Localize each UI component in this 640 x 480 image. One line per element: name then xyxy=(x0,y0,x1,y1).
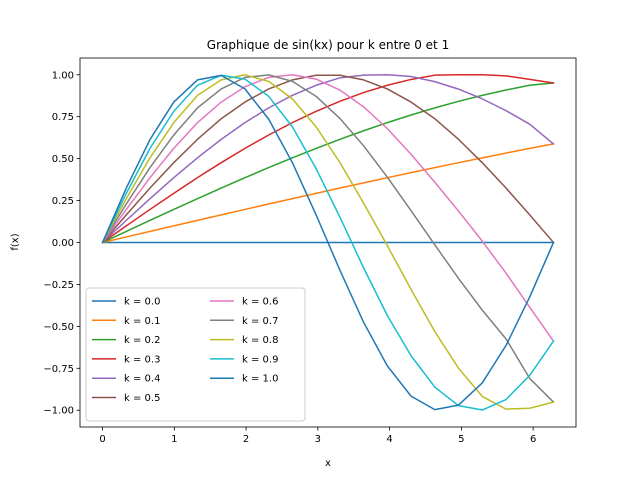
x-tick-label: 2 xyxy=(243,434,249,445)
series-line-7 xyxy=(101,74,555,404)
series-line-6 xyxy=(101,74,555,343)
y-tick-label: −0.75 xyxy=(43,364,74,375)
series-line-4 xyxy=(101,74,555,244)
legend-entry-8: k = 0.8 xyxy=(242,335,278,346)
x-axis-label: x xyxy=(325,458,331,469)
y-tick-label: 0.50 xyxy=(52,154,74,165)
x-tick-label: 0 xyxy=(99,434,105,445)
legend-entry-3: k = 0.3 xyxy=(124,354,160,365)
y-tick-label: 0.75 xyxy=(52,112,74,123)
x-tick-label: 6 xyxy=(530,434,536,445)
y-tick-label: 0.00 xyxy=(52,238,74,249)
series-line-10 xyxy=(101,74,555,411)
series-line-3 xyxy=(101,74,555,244)
y-axis-label: f(x) xyxy=(10,233,21,250)
legend-entry-7: k = 0.7 xyxy=(242,316,278,327)
legend-entry-2: k = 0.2 xyxy=(124,335,160,346)
series-line-8 xyxy=(101,74,555,410)
legend-entry-9: k = 0.9 xyxy=(242,354,278,365)
x-tick-label: 5 xyxy=(458,434,464,445)
legend: k = 0.0 k = 0.1 k = 0.2 k = 0.3 k = 0.4 k = 0… xyxy=(85,287,306,422)
y-tick-label: 1.00 xyxy=(52,70,74,81)
y-tick-label: −0.50 xyxy=(43,322,74,333)
legend-entry-1: k = 0.1 xyxy=(124,316,160,327)
legend-entry-5: k = 0.5 xyxy=(124,393,160,404)
legend-entry-4: k = 0.4 xyxy=(124,374,160,385)
axes: 0 1 2 3 4 5 6 −1.00 −0.75 −0.50 −0.25 0.00 0.25 0.50 0… xyxy=(43,57,577,445)
legend-box xyxy=(85,287,306,422)
series-line-9 xyxy=(101,74,555,411)
plot-lines xyxy=(101,74,555,411)
legend-entry-0: k = 0.0 xyxy=(124,297,160,308)
legend-entry-6: k = 0.6 xyxy=(242,297,278,308)
chart-title: Graphique de sin(kx) pour k entre 0 et 1 xyxy=(207,38,449,52)
y-tick-label: −0.25 xyxy=(43,280,74,291)
series-line-5 xyxy=(101,74,555,244)
x-tick-label: 3 xyxy=(315,434,321,445)
y-tick-label: 0.25 xyxy=(52,196,74,207)
x-tick-label: 1 xyxy=(171,434,177,445)
y-tick-label: −1.00 xyxy=(43,406,74,417)
x-tick-label: 4 xyxy=(386,434,392,445)
legend-entry-10: k = 1.0 xyxy=(242,374,278,385)
